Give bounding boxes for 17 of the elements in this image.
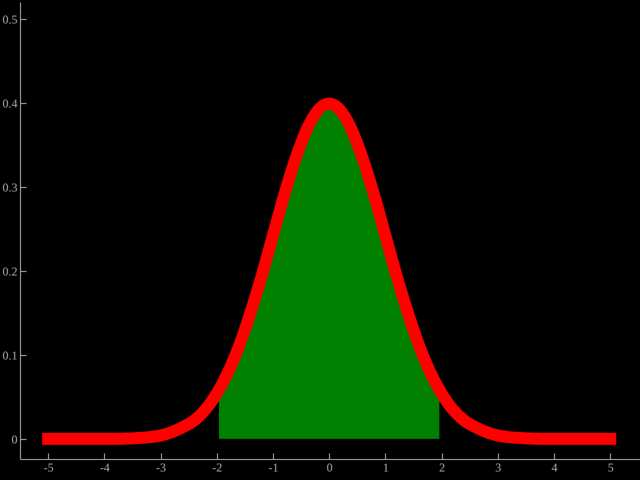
y-tick-label: 0.2 xyxy=(2,264,18,278)
y-tick-label: 0.3 xyxy=(2,180,18,194)
x-tick-label: 5 xyxy=(608,460,614,474)
x-tick-label: 1 xyxy=(382,460,389,474)
x-tick-label: -1 xyxy=(268,460,278,474)
y-tick-label: 0.4 xyxy=(2,96,18,110)
x-tick-label: 2 xyxy=(439,460,446,474)
y-tick-label: 0 xyxy=(12,432,18,446)
y-tick-label: 0.5 xyxy=(2,12,18,26)
x-tick-label: 3 xyxy=(495,460,502,474)
x-tick-label: 4 xyxy=(552,460,558,474)
x-tick-label: -4 xyxy=(100,460,110,474)
x-tick-label: -3 xyxy=(156,460,166,474)
y-tick-label: 0.1 xyxy=(2,348,18,362)
x-tick-label: -2 xyxy=(212,460,222,474)
x-tick-label: 0 xyxy=(326,460,333,474)
x-tick-label: -5 xyxy=(44,460,54,474)
